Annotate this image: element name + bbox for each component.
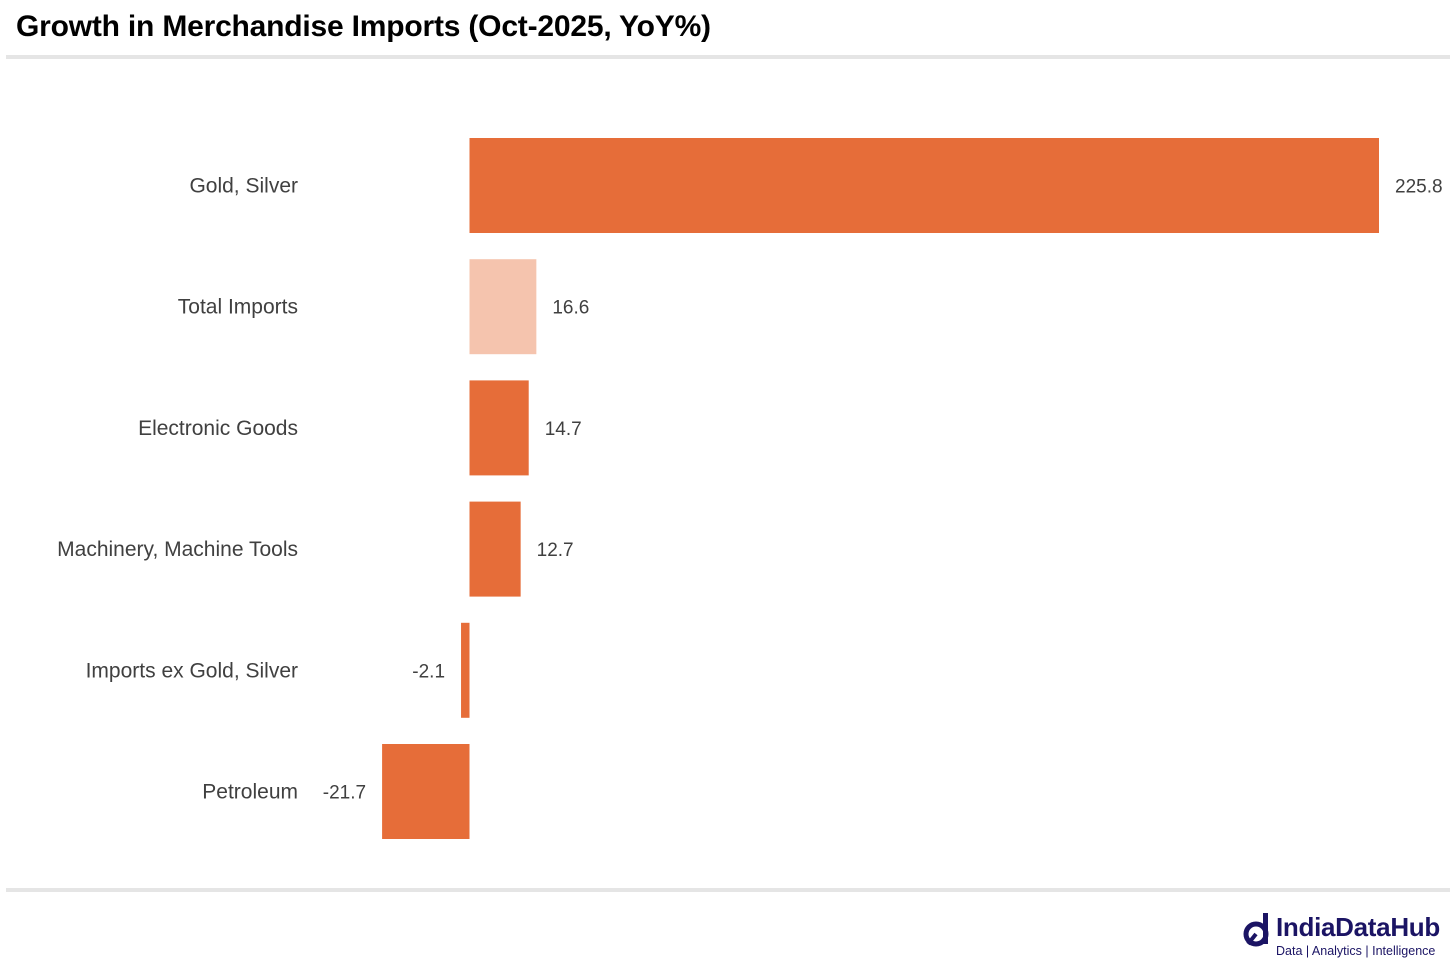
data-label: 12.7 <box>537 540 574 561</box>
brand-tagline: Data | Analytics | Intelligence <box>1276 944 1436 958</box>
data-label: -21.7 <box>323 783 366 804</box>
data-label: -2.1 <box>412 661 445 682</box>
india-data-hub-logo-icon <box>1243 913 1269 947</box>
category-label: Petroleum <box>202 781 298 804</box>
data-label: 14.7 <box>545 419 582 440</box>
brand-logo: IndiaDataHub Data | Analytics | Intellig… <box>1240 908 1450 962</box>
bar <box>461 622 470 718</box>
category-label: Gold, Silver <box>189 175 298 198</box>
bar <box>469 259 537 355</box>
bottom-divider <box>6 888 1450 892</box>
category-label: Machinery, Machine Tools <box>57 538 298 561</box>
category-label: Total Imports <box>178 296 298 319</box>
category-label: Imports ex Gold, Silver <box>86 659 298 682</box>
bar <box>469 138 1379 233</box>
data-label: 16.6 <box>552 298 589 319</box>
category-label: Electronic Goods <box>138 417 298 440</box>
bar <box>382 744 470 839</box>
brand-name: IndiaDataHub <box>1276 912 1440 942</box>
bar <box>469 501 521 597</box>
chart-title: Growth in Merchandise Imports (Oct-2025,… <box>16 10 711 43</box>
bar <box>469 380 529 476</box>
top-divider <box>6 55 1450 59</box>
data-label: 225.8 <box>1395 177 1443 198</box>
